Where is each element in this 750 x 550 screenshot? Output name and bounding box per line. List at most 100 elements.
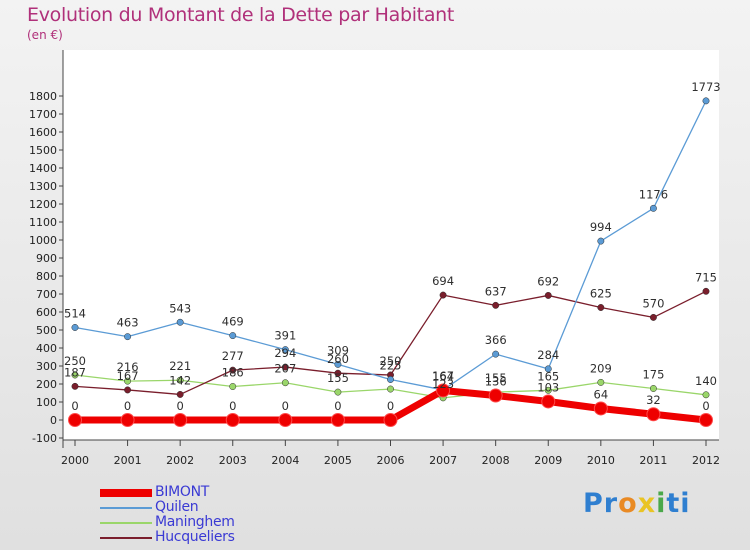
legend-swatch <box>100 536 152 539</box>
y-tick-label: 800 <box>36 270 57 283</box>
data-point <box>173 413 188 427</box>
data-label: 186 <box>222 366 244 380</box>
logo-letter: i <box>680 488 691 519</box>
data-label: 0 <box>177 399 184 413</box>
logo-letter: x <box>637 488 657 519</box>
data-point <box>597 378 605 386</box>
legend-label: Maninghem <box>155 514 235 530</box>
data-label: 142 <box>169 373 191 387</box>
data-point <box>176 376 184 384</box>
data-label: 0 <box>334 399 341 413</box>
x-tick-label: 2005 <box>324 454 352 467</box>
y-tick-label: 0 <box>50 414 57 427</box>
x-tick-label: 2010 <box>587 454 615 467</box>
data-point <box>544 365 552 373</box>
y-tick-label: 500 <box>36 324 57 337</box>
data-label: 175 <box>642 368 664 382</box>
data-label: 0 <box>702 399 709 413</box>
data-point <box>702 287 710 295</box>
data-point <box>492 301 500 309</box>
data-point <box>439 291 447 299</box>
data-label: 250 <box>380 354 402 368</box>
legend-item-hucqueliers: Hucqueliers <box>100 529 235 545</box>
data-label: 391 <box>274 329 296 343</box>
data-point <box>597 304 605 311</box>
data-label: 136 <box>485 375 507 389</box>
data-label: 694 <box>432 274 454 288</box>
proxiti-logo: Proxiti <box>583 488 691 519</box>
data-point <box>488 388 503 403</box>
data-label: 1773 <box>691 80 720 94</box>
x-tick-label: 2001 <box>114 454 142 467</box>
data-label: 140 <box>695 374 717 388</box>
legend-swatch <box>100 488 152 497</box>
data-label: 514 <box>64 306 86 320</box>
data-point <box>124 377 132 385</box>
data-label: 0 <box>229 399 236 413</box>
data-point <box>281 363 289 371</box>
data-label: 187 <box>64 365 86 379</box>
logo-letter: P <box>583 488 604 519</box>
data-label: 216 <box>117 360 139 374</box>
data-point <box>71 371 79 379</box>
data-point <box>492 350 500 358</box>
x-tick-label: 2000 <box>61 454 89 467</box>
data-label: 123 <box>432 377 454 391</box>
data-point <box>71 324 79 331</box>
y-tick-label: 200 <box>36 378 57 391</box>
legend-item-maninghem: Maninghem <box>100 514 235 530</box>
data-point <box>334 369 342 377</box>
x-tick-label: 2008 <box>482 454 510 467</box>
y-tick-label: 1500 <box>29 144 57 157</box>
data-point <box>278 413 293 427</box>
data-point <box>124 386 132 394</box>
data-point <box>387 376 394 383</box>
data-label: 209 <box>590 361 612 375</box>
data-point <box>593 401 608 416</box>
data-point <box>281 346 289 354</box>
data-label: 250 <box>64 354 86 368</box>
y-tick-label: 900 <box>36 252 57 265</box>
unit-label: (en €) <box>27 28 63 42</box>
data-label: 32 <box>646 393 661 407</box>
y-tick-label: 400 <box>36 342 57 355</box>
data-label: 165 <box>537 369 559 383</box>
x-tick-label: 2004 <box>271 454 299 467</box>
data-point <box>383 413 398 427</box>
data-point <box>544 386 552 394</box>
data-point <box>71 382 79 390</box>
data-point <box>387 385 394 393</box>
chart-title: Evolution du Montant de la Dette par Hab… <box>27 4 455 26</box>
data-point <box>120 413 135 427</box>
x-tick-label: 2012 <box>692 454 720 467</box>
data-point <box>124 333 132 341</box>
x-tick-label: 2011 <box>639 454 667 467</box>
data-point <box>544 291 552 299</box>
data-label: 277 <box>222 349 244 363</box>
data-label: 0 <box>282 399 289 413</box>
data-label: 164 <box>432 369 454 383</box>
y-tick-label: 1400 <box>29 162 57 175</box>
data-label: 225 <box>380 359 402 373</box>
legend-label: Hucqueliers <box>155 529 235 545</box>
data-point <box>649 313 657 321</box>
data-label: 167 <box>117 369 139 383</box>
data-label: 64 <box>594 387 609 401</box>
data-point <box>229 332 237 340</box>
x-tick-label: 2009 <box>534 454 562 467</box>
y-tick-label: 1100 <box>29 216 57 229</box>
data-point <box>699 413 713 427</box>
chart-legend: BIMONT Quilen Maninghem Hucqueliers <box>100 484 235 545</box>
data-point <box>176 390 184 398</box>
legend-swatch <box>100 521 152 524</box>
logo-letter: t <box>666 488 681 519</box>
y-tick-label: 1300 <box>29 180 57 193</box>
data-point <box>68 413 82 427</box>
y-tick-label: 1800 <box>29 90 57 103</box>
x-tick-label: 2006 <box>377 454 405 467</box>
x-tick-label: 2007 <box>429 454 457 467</box>
legend-item-bimont: BIMONT <box>100 484 235 500</box>
data-point <box>436 383 451 398</box>
